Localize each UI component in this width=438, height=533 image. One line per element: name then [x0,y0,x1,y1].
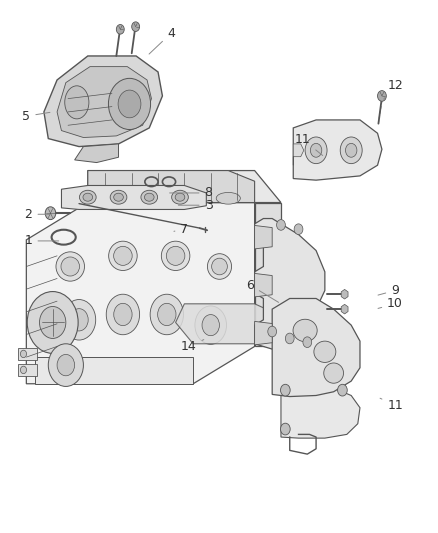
Polygon shape [254,203,280,346]
Polygon shape [44,56,162,147]
Polygon shape [26,203,254,384]
Text: 10: 10 [377,297,402,310]
Circle shape [194,306,226,344]
Polygon shape [293,120,381,180]
Ellipse shape [79,190,96,204]
Circle shape [27,292,78,353]
Ellipse shape [211,258,227,275]
Ellipse shape [216,192,240,204]
Polygon shape [88,171,280,203]
Polygon shape [18,364,37,376]
Polygon shape [254,225,272,249]
Ellipse shape [65,86,88,119]
Ellipse shape [175,193,184,201]
Text: 5: 5 [22,110,50,123]
Ellipse shape [128,191,152,203]
Circle shape [39,306,66,338]
Text: 9: 9 [377,284,398,297]
Ellipse shape [141,190,157,204]
Text: 14: 14 [180,340,203,353]
Circle shape [113,303,132,326]
Polygon shape [254,273,272,297]
Polygon shape [35,357,193,384]
Text: 11: 11 [379,398,402,411]
Text: 8: 8 [169,187,212,199]
Circle shape [57,354,74,376]
Ellipse shape [83,193,92,201]
Ellipse shape [171,190,188,204]
Circle shape [20,350,27,358]
Ellipse shape [144,193,154,201]
Circle shape [280,384,290,396]
Circle shape [302,337,311,348]
Circle shape [118,90,141,118]
Circle shape [285,333,293,344]
Ellipse shape [113,246,132,265]
Ellipse shape [161,241,190,271]
Circle shape [345,143,356,157]
Circle shape [339,137,361,164]
Text: 11: 11 [294,133,322,156]
Text: 6: 6 [246,279,278,302]
Ellipse shape [323,363,343,383]
Text: 2: 2 [25,208,50,221]
Ellipse shape [109,241,137,271]
Circle shape [304,137,326,164]
Circle shape [70,309,88,331]
Circle shape [157,303,176,326]
Ellipse shape [113,193,123,201]
Text: 12: 12 [383,79,402,99]
Circle shape [20,366,27,374]
Circle shape [106,294,139,335]
Circle shape [48,344,83,386]
Ellipse shape [313,341,335,362]
Polygon shape [280,388,359,438]
Circle shape [201,314,219,336]
Ellipse shape [207,254,231,279]
Polygon shape [293,144,303,165]
Circle shape [337,384,346,396]
Polygon shape [254,219,324,349]
Ellipse shape [84,194,108,206]
Circle shape [293,224,302,235]
Ellipse shape [172,191,196,203]
Polygon shape [88,171,254,203]
Circle shape [267,326,276,337]
Text: 1: 1 [25,235,59,247]
Polygon shape [340,289,347,299]
Ellipse shape [61,257,79,276]
Circle shape [377,91,385,101]
Polygon shape [254,321,272,345]
Circle shape [131,22,139,31]
Polygon shape [74,144,118,163]
Circle shape [62,300,95,340]
Text: 7: 7 [173,223,188,236]
Circle shape [150,294,183,335]
Circle shape [280,423,290,435]
Polygon shape [57,67,151,138]
Ellipse shape [293,319,316,342]
Polygon shape [340,304,347,314]
Ellipse shape [166,246,184,265]
Polygon shape [175,304,272,344]
Circle shape [45,207,56,220]
Polygon shape [18,348,37,360]
Text: 4: 4 [149,27,175,54]
Text: 3: 3 [178,199,212,212]
Circle shape [276,220,285,230]
Ellipse shape [56,252,84,281]
Polygon shape [61,185,206,209]
Circle shape [310,143,321,157]
Circle shape [108,78,150,130]
Ellipse shape [110,190,127,204]
Circle shape [116,25,124,34]
Polygon shape [272,298,359,397]
